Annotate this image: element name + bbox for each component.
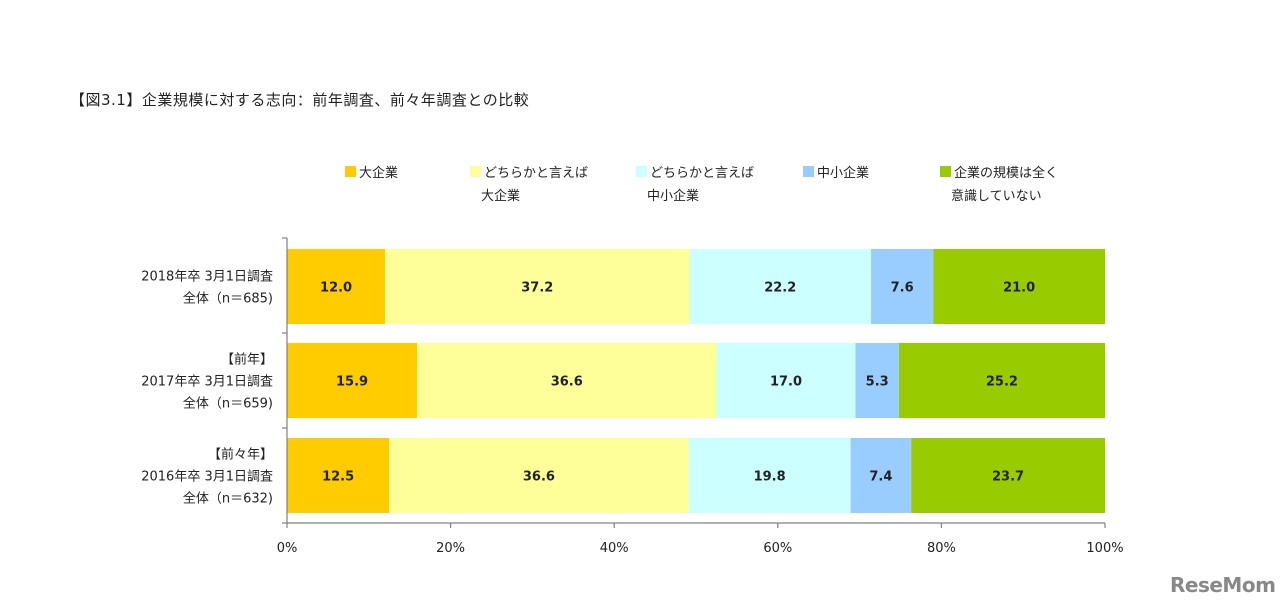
data-label: 12.5 — [322, 470, 354, 485]
data-label: 21.0 — [1003, 281, 1035, 296]
legend-label: 中小企業 — [817, 165, 869, 181]
bar-segment — [933, 249, 1105, 324]
legend-swatch — [470, 166, 481, 177]
bar-segment — [688, 438, 851, 513]
bar-segment — [385, 249, 690, 324]
x-tick-label: 20% — [436, 541, 465, 556]
axes: 0% 20% 40% 60% 80% 100% — [277, 237, 1124, 556]
category-label: 全体（n＝632) — [183, 491, 273, 507]
bar-segment — [417, 343, 717, 418]
category-label: 2017年卒 3月1日調査 — [141, 375, 273, 390]
legend-swatch — [636, 166, 647, 177]
bar-segment — [911, 438, 1105, 513]
data-label: 36.6 — [551, 375, 583, 390]
data-label: 7.4 — [869, 470, 892, 485]
data-label: 15.9 — [336, 375, 368, 390]
bar-segment — [716, 343, 856, 418]
legend-swatch — [803, 166, 814, 177]
category-label: 全体（n＝659) — [183, 396, 273, 412]
legend-label: どちらかと言えば — [484, 166, 588, 181]
resemom-logo: ReseMom — [1170, 573, 1276, 597]
bar-segment — [287, 438, 390, 513]
legend-item: 大企業 — [345, 165, 398, 181]
bar-segment — [898, 343, 1105, 418]
x-tick-label: 100% — [1086, 541, 1123, 556]
data-label: 37.2 — [521, 281, 553, 296]
legend-label: 意識していない — [951, 188, 1042, 204]
legend-label: 企業の規模は全く — [954, 165, 1058, 181]
data-label: 12.0 — [320, 281, 352, 296]
legend-label: どちらかと言えば — [650, 166, 754, 181]
data-label: 19.8 — [754, 470, 786, 485]
data-label: 5.3 — [866, 375, 889, 390]
category-label: 全体（n＝685) — [183, 291, 273, 307]
data-label: 22.2 — [764, 281, 796, 296]
x-tick-label: 40% — [600, 541, 629, 556]
bar-segment — [689, 249, 872, 324]
bar-segment — [855, 343, 899, 418]
legend-swatch — [940, 166, 951, 177]
data-label: 17.0 — [770, 375, 802, 390]
legend-label: 大企業 — [359, 165, 398, 181]
category-label: 【前々年】 — [208, 447, 273, 463]
x-tick-label: 0% — [277, 541, 298, 556]
x-tick-label: 80% — [927, 541, 956, 556]
legend-item: 中小企業 — [803, 165, 869, 181]
legend-label: 中小企業 — [647, 188, 699, 204]
legend-swatch — [345, 166, 356, 177]
category-label: 2018年卒 3月1日調査 — [141, 270, 273, 285]
bar-segment — [871, 249, 934, 324]
bar-segment — [389, 438, 689, 513]
x-tick-label: 60% — [763, 541, 792, 556]
bar-segment — [850, 438, 912, 513]
category-label: 【前年】 — [221, 352, 273, 368]
data-label: 25.2 — [986, 375, 1018, 390]
category-label: 2016年卒 3月1日調査 — [141, 470, 273, 485]
chart-title: 【図3.1】企業規模に対する志向：前年調査、前々年調査との比較 — [70, 91, 530, 109]
data-label: 23.7 — [992, 470, 1024, 485]
data-label: 36.6 — [523, 470, 555, 485]
legend-label: 大企業 — [481, 188, 520, 204]
bars: 12.0 37.2 22.2 7.6 21.0 2018年卒 3月1日調査全体（n＝685… — [141, 249, 1105, 513]
bar-segment — [287, 249, 386, 324]
bar-segment — [287, 343, 418, 418]
data-label: 7.6 — [891, 281, 914, 296]
